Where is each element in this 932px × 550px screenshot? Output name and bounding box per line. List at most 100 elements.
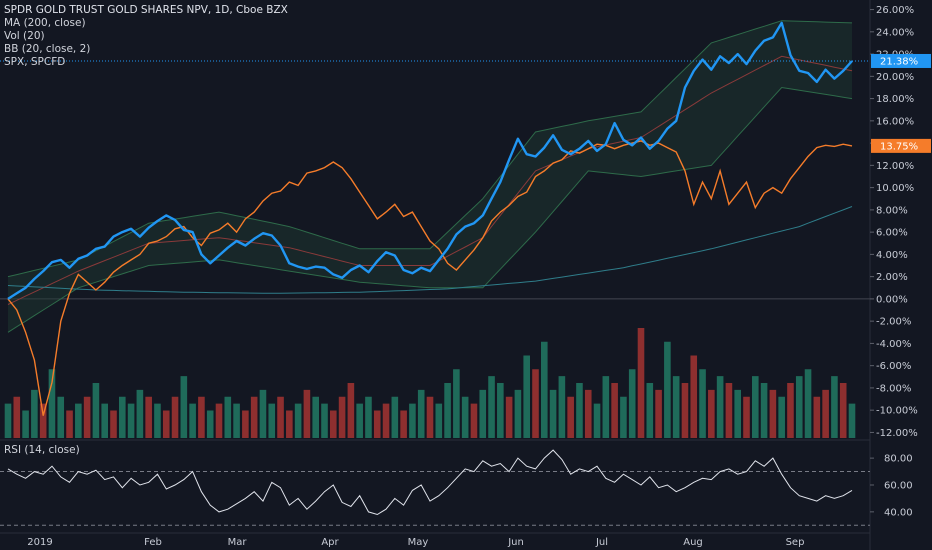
volume-bar <box>189 403 196 438</box>
volume-bar <box>206 410 214 438</box>
volume-bar <box>417 389 425 438</box>
x-tick-label: Jun <box>507 537 524 548</box>
volume-bar <box>540 341 548 438</box>
volume-bar <box>839 383 847 438</box>
volume-bar <box>75 403 82 438</box>
legend-compare[interactable]: SPX, SPCFD <box>4 56 66 68</box>
volume-bar <box>831 376 838 438</box>
volume-bar <box>171 396 179 438</box>
x-tick-label: Jul <box>595 537 608 548</box>
volume-bar <box>154 403 161 438</box>
y-tick-label: -2.00% <box>876 317 911 328</box>
volume-bar <box>162 410 170 438</box>
y-tick-label: -6.00% <box>876 361 911 372</box>
volume-bar <box>769 389 777 438</box>
volume-bars <box>4 328 856 438</box>
volume-bar <box>664 341 671 438</box>
y-tick-label: -10.00% <box>876 406 918 417</box>
volume-bar <box>347 383 355 438</box>
volume-bar <box>435 403 443 438</box>
spx-last-label: 13.75% <box>880 141 918 152</box>
volume-bar <box>453 369 460 438</box>
volume-bar <box>321 403 328 438</box>
volume-bar <box>365 396 372 438</box>
volume-bar <box>391 396 399 438</box>
volume-bar <box>461 396 469 438</box>
volume-bar <box>734 389 742 438</box>
volume-bar <box>233 403 240 438</box>
price-lines <box>7 21 853 416</box>
volume-bar <box>646 383 654 438</box>
volume-bar <box>250 396 258 438</box>
volume-bar <box>57 396 65 438</box>
volume-bar <box>699 369 706 438</box>
volume-bar <box>101 403 109 438</box>
volume-bar <box>118 396 126 438</box>
last-value-badges: 21.38% 13.75% <box>0 53 931 153</box>
y-tick-label: 26.00% <box>876 5 914 16</box>
spx-line <box>7 140 853 416</box>
rsi-tick-label: 80.00 <box>884 454 913 465</box>
volume-bar <box>778 396 785 438</box>
y-tick-label: -12.00% <box>876 428 918 439</box>
legend-ma[interactable]: MA (200, close) <box>4 17 86 29</box>
legend-title[interactable]: SPDR GOLD TRUST GOLD SHARES NPV, 1D, Cbo… <box>4 4 288 16</box>
volume-bar <box>549 389 557 438</box>
volume-bar <box>286 410 293 438</box>
volume-bar <box>92 383 100 438</box>
volume-bar <box>804 369 812 438</box>
volume-bar <box>708 389 715 438</box>
x-tick-label: Apr <box>321 537 339 548</box>
bb-lower-line <box>7 86 853 333</box>
volume-bar <box>329 410 337 438</box>
volume-bar <box>479 389 487 438</box>
bb-upper-line <box>7 20 853 278</box>
volume-bar <box>294 403 302 438</box>
volume-bar <box>198 396 205 438</box>
volume-bar <box>259 389 267 438</box>
volume-bar <box>655 389 662 438</box>
legend-bb[interactable]: BB (20, close, 2) <box>4 43 91 55</box>
volume-bar <box>409 403 416 438</box>
volume-bar <box>127 403 135 438</box>
volume-bar <box>4 403 12 438</box>
x-tick-label: Mar <box>228 537 248 548</box>
volume-bar <box>532 369 539 438</box>
y-tick-label: 18.00% <box>876 94 914 105</box>
volume-bar <box>602 376 610 438</box>
volume-bar <box>567 396 574 438</box>
y-tick-label: -4.00% <box>876 339 911 350</box>
volume-bar <box>497 383 504 438</box>
chart-legend: SPDR GOLD TRUST GOLD SHARES NPV, 1D, Cbo… <box>4 4 288 69</box>
y-tick-label: 8.00% <box>876 205 908 216</box>
x-tick-label: Sep <box>786 537 805 548</box>
legend-vol[interactable]: Vol (20) <box>4 30 45 42</box>
rsi-legend[interactable]: RSI (14, close) <box>4 444 80 456</box>
volume-bar <box>110 410 117 438</box>
volume-bar <box>672 376 680 438</box>
volume-bar <box>31 389 38 438</box>
volume-bar <box>637 328 645 438</box>
x-tick-label: Aug <box>683 537 703 548</box>
y-tick-label: 16.00% <box>876 116 914 127</box>
volume-bar <box>39 403 47 438</box>
volume-bar <box>242 410 249 438</box>
rsi-tick-label: 60.00 <box>884 480 913 491</box>
volume-bar <box>488 376 495 438</box>
volume-bar <box>48 369 56 438</box>
y-tick-label: 2.00% <box>876 272 908 283</box>
volume-bar <box>356 403 363 438</box>
y-tick-label: 4.00% <box>876 250 908 261</box>
volume-bar <box>514 389 522 438</box>
gridlines <box>0 0 871 550</box>
volume-bar <box>373 410 381 438</box>
y-tick-label: 12.00% <box>876 161 914 172</box>
volume-bar <box>470 403 478 438</box>
volume-bar <box>444 383 451 438</box>
volume-bar <box>66 410 73 438</box>
volume-bar <box>558 376 566 438</box>
volume-bar <box>751 376 759 438</box>
ma-line <box>7 206 853 294</box>
volume-bar <box>224 396 232 438</box>
